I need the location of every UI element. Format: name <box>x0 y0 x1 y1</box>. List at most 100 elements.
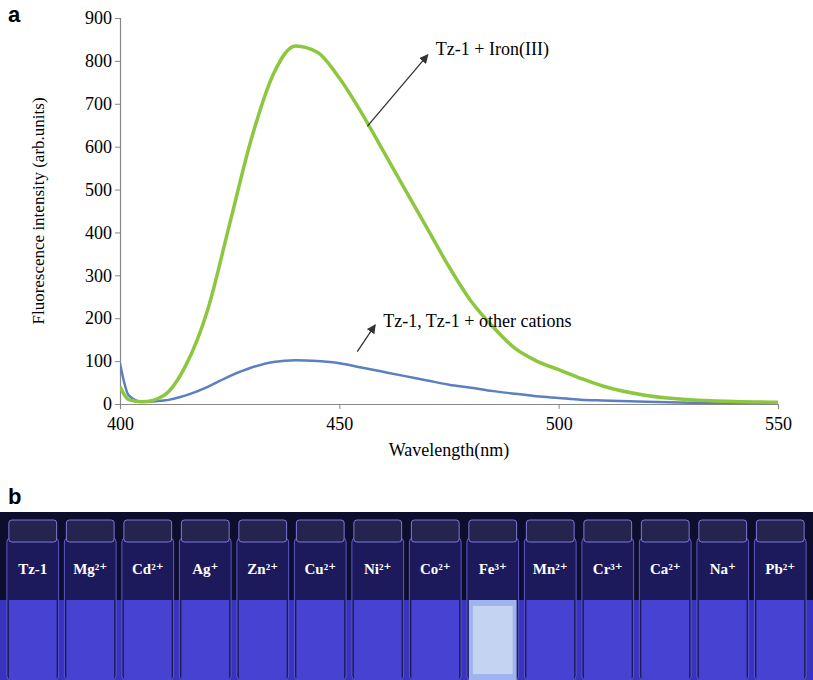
vial-liquid <box>584 600 632 680</box>
y-tick-label: 0 <box>103 394 112 414</box>
annotation-arrow <box>357 325 375 352</box>
vial-glow <box>473 606 513 674</box>
y-tick-mark <box>115 275 120 276</box>
y-tick: 0 <box>103 394 120 414</box>
vial-label: Fe³⁺ <box>479 561 507 577</box>
x-tick: 550 <box>765 404 792 434</box>
y-tick-label: 800 <box>85 51 112 71</box>
vial-liquid <box>239 600 287 680</box>
vial-cap <box>181 520 229 542</box>
y-tick-mark <box>115 147 120 148</box>
plot-lines <box>120 46 778 404</box>
x-tick: 500 <box>546 404 573 434</box>
series-line <box>120 360 778 403</box>
x-tick-label: 400 <box>107 414 134 434</box>
vial-label: Ag⁺ <box>192 561 218 577</box>
y-tick-label: 900 <box>85 8 112 28</box>
x-tick-mark <box>339 404 340 409</box>
y-tick-label: 600 <box>85 137 112 157</box>
photo-background <box>0 512 813 680</box>
x-axis-line <box>121 405 779 410</box>
vial-liquid <box>181 600 229 680</box>
vial-label: Na⁺ <box>710 561 736 577</box>
y-tick: 700 <box>85 94 120 114</box>
vial-liquid <box>756 600 804 680</box>
vial-cap <box>239 520 287 542</box>
vial-liquid <box>699 600 747 680</box>
x-axis-title: Wavelength(nm) <box>389 440 510 461</box>
x-tick-label: 550 <box>765 414 792 434</box>
vial-body <box>352 538 404 680</box>
vial-label: Cr³⁺ <box>593 561 623 577</box>
vial-liquid <box>66 600 114 680</box>
vial: Ag⁺ <box>179 520 231 680</box>
vial: Ca²⁺ <box>639 520 691 680</box>
y-tick-mark <box>115 232 120 233</box>
vial-cap <box>584 520 632 542</box>
y-tick-mark <box>115 361 120 362</box>
vial: Fe³⁺ <box>467 520 519 680</box>
y-tick-mark <box>115 318 120 319</box>
vial-body <box>639 538 691 680</box>
vial-liquid <box>411 600 459 680</box>
vial-body <box>582 538 634 680</box>
annotation: Tz-1, Tz-1 + other cations <box>383 311 571 331</box>
y-tick-mark <box>115 18 120 19</box>
vial-label: Cd²⁺ <box>132 561 164 577</box>
vial-liquid <box>641 600 689 680</box>
y-axis-title: Fluorescence intensity (arb.units) <box>29 97 48 324</box>
y-axis: 0 100 200 300 400 500 600 700 800 900 <box>85 8 121 414</box>
vial-label: Co²⁺ <box>420 561 451 577</box>
y-tick-label: 300 <box>85 266 112 286</box>
vial-cap <box>526 520 574 542</box>
x-tick-label: 450 <box>326 414 353 434</box>
series-line <box>120 46 778 402</box>
vial: Mn²⁺ <box>524 520 576 680</box>
vial-body <box>122 538 174 680</box>
y-tick-mark <box>115 61 120 62</box>
annotation: Tz-1 + Iron(III) <box>436 39 549 60</box>
y-tick: 300 <box>85 266 120 286</box>
vial-label: Mg²⁺ <box>73 561 107 577</box>
vial-photo: Tz-1Mg²⁺Cd²⁺Ag⁺Zn²⁺Cu²⁺Ni²⁺Co²⁺Fe³⁺Mn²⁺C… <box>0 512 813 680</box>
y-tick-label: 700 <box>85 94 112 114</box>
annotation-arrow <box>367 55 428 127</box>
y-tick: 800 <box>85 51 120 71</box>
vial-body <box>409 538 461 680</box>
y-tick-mark <box>115 190 120 191</box>
vial-cap <box>756 520 804 542</box>
x-axis: 400 450 500 550 <box>107 404 792 434</box>
vial-label: Pb²⁺ <box>765 561 795 577</box>
vial-body <box>754 538 806 680</box>
vial-cap <box>469 520 517 542</box>
vial-label: Mn²⁺ <box>533 561 568 577</box>
vial: Cd²⁺ <box>122 520 174 680</box>
vial-cap <box>699 520 747 542</box>
vial-label: Ca²⁺ <box>650 561 681 577</box>
vial-body <box>179 538 231 680</box>
annotations: Tz-1 + Iron(III) Tz-1, Tz-1 + other catio… <box>357 39 571 352</box>
x-tick-label: 500 <box>546 414 573 434</box>
vial-liquid <box>354 600 402 680</box>
vial-liquid <box>124 600 172 680</box>
vial: Pb²⁺ <box>754 520 806 680</box>
y-tick: 600 <box>85 137 120 157</box>
vial-body <box>294 538 346 680</box>
vial-liquid <box>9 600 57 680</box>
vial-liquid <box>296 600 344 680</box>
y-tick-label: 200 <box>85 308 112 328</box>
y-tick: 400 <box>85 223 120 243</box>
figure: a400450500550010020030040050060070080090… <box>0 0 813 680</box>
vial-cap <box>66 520 114 542</box>
x-tick: 450 <box>326 404 353 434</box>
y-axis-line <box>115 19 121 405</box>
vial: Mg²⁺ <box>64 520 116 680</box>
vial: Na⁺ <box>697 520 749 680</box>
vial-cap <box>641 520 689 542</box>
vial-cap <box>9 520 57 542</box>
y-tick-label: 100 <box>85 351 112 371</box>
vial-body <box>697 538 749 680</box>
vial-cap <box>354 520 402 542</box>
vial: Zn²⁺ <box>237 520 289 680</box>
y-tick: 500 <box>85 180 120 200</box>
